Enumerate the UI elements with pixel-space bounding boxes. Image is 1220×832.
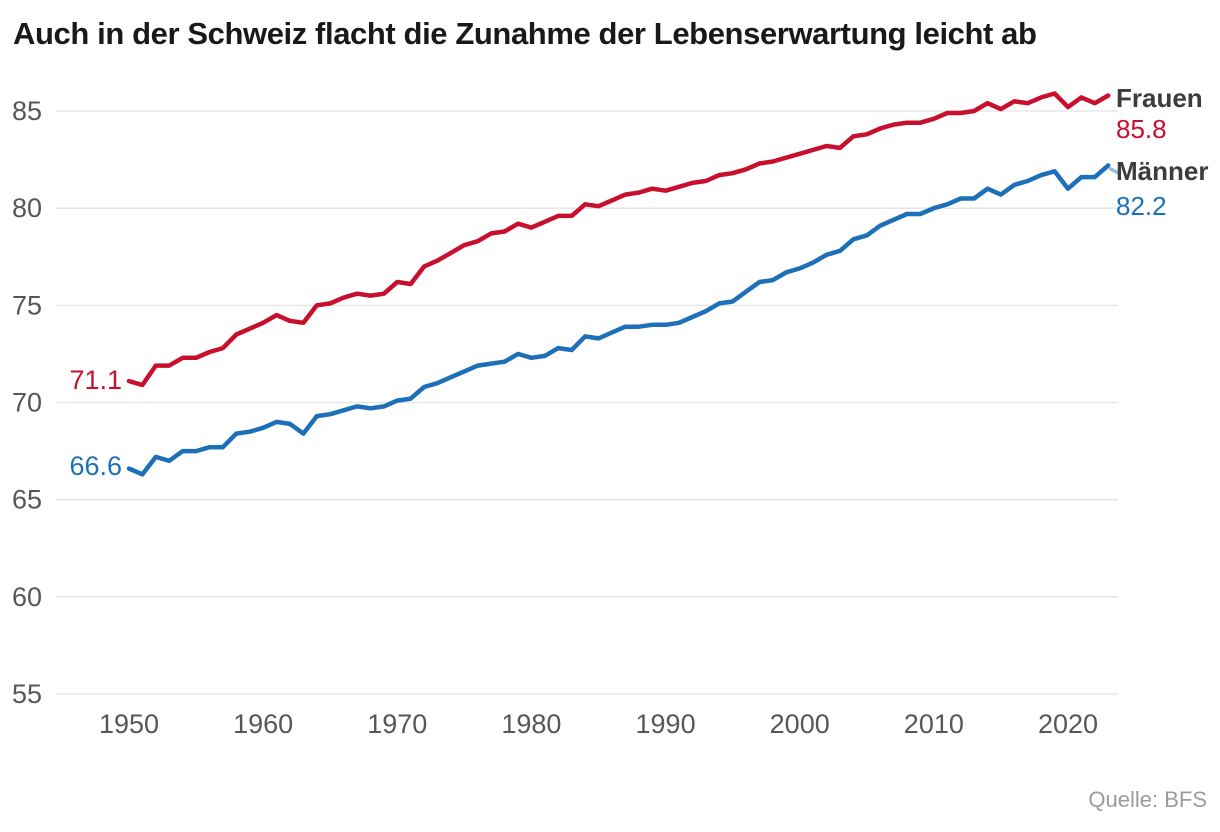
x-tick-label: 2000 — [770, 709, 830, 739]
maenner-end-value: 82.2 — [1116, 191, 1167, 221]
y-tick-label: 85 — [12, 96, 42, 126]
x-tick-label: 1960 — [233, 709, 293, 739]
x-tick-label: 1990 — [636, 709, 696, 739]
series-line-frauen — [126, 91, 1111, 388]
y-tick-label: 75 — [12, 290, 42, 320]
maenner-start-value: 66.6 — [69, 451, 122, 481]
chart-title: Auch in der Schweiz flacht die Zunahme d… — [13, 16, 1037, 51]
frauen-start-value: 71.1 — [69, 365, 122, 395]
y-tick-label: 65 — [12, 485, 42, 515]
frauen-end-value: 85.8 — [1116, 114, 1167, 144]
y-tick-label: 70 — [12, 388, 42, 418]
x-tick-label: 1950 — [99, 709, 159, 739]
x-tick-label: 1980 — [501, 709, 561, 739]
x-tick-label: 1970 — [367, 709, 427, 739]
source-label: Quelle: BFS — [1088, 787, 1207, 812]
maenner-series-label: Männer — [1116, 156, 1209, 186]
y-tick-label: 60 — [12, 582, 42, 612]
maenner-leader-dash — [1108, 167, 1120, 175]
y-tick-label: 55 — [12, 679, 42, 709]
series-line-maenner — [126, 163, 1111, 477]
x-tick-label: 2020 — [1038, 709, 1098, 739]
x-tick-label: 2010 — [904, 709, 964, 739]
y-tick-label: 80 — [12, 193, 42, 223]
frauen-series-label: Frauen — [1116, 83, 1203, 113]
